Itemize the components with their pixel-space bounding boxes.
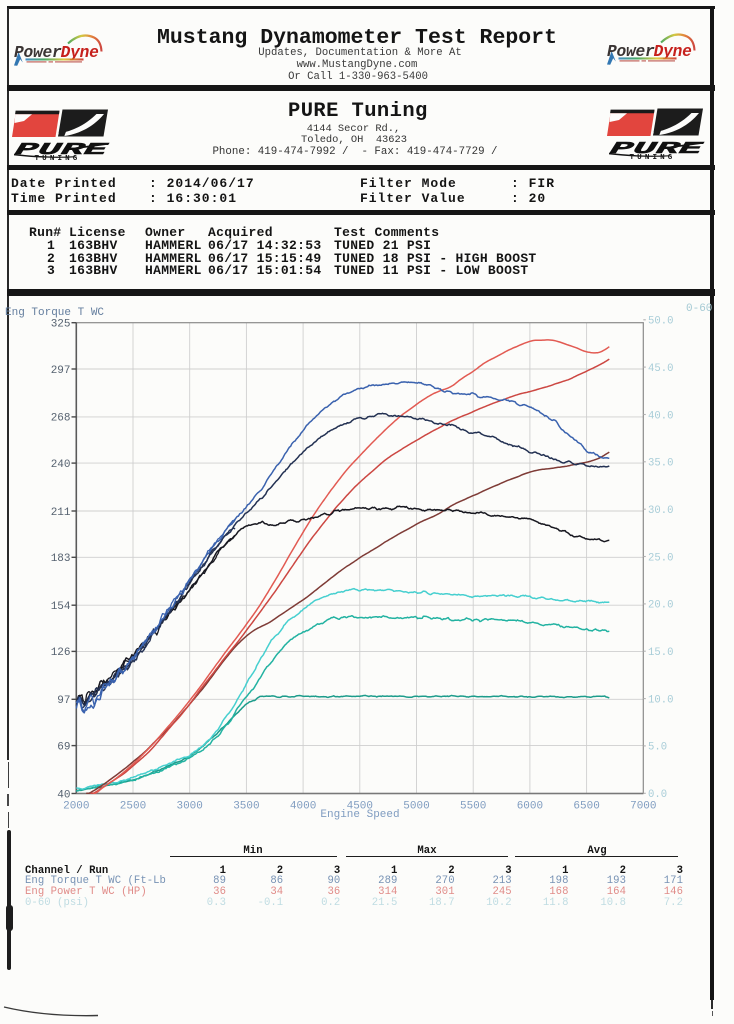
svg-text:0-60: 0-60: [686, 303, 712, 315]
svg-text:25.0: 25.0: [648, 552, 673, 564]
svg-text:TUNING: TUNING: [630, 154, 676, 162]
svg-text:10.0: 10.0: [648, 694, 673, 706]
svg-text:3500: 3500: [233, 801, 259, 813]
svg-text:35.0: 35.0: [648, 458, 673, 470]
svg-text:PowerDyne: PowerDyne: [607, 43, 692, 61]
svg-text:PowerDyne: PowerDyne: [14, 44, 99, 62]
svg-text:2000: 2000: [63, 801, 89, 813]
svg-text:50.0: 50.0: [648, 316, 673, 328]
svg-text:4000: 4000: [290, 801, 316, 813]
svg-text:TUNING: TUNING: [35, 155, 81, 163]
svg-text:5500: 5500: [460, 801, 486, 813]
svg-text:30.0: 30.0: [648, 505, 673, 517]
svg-text:126: 126: [51, 647, 71, 659]
svg-text:40.0: 40.0: [648, 410, 673, 422]
svg-text:268: 268: [51, 413, 71, 425]
svg-text:3000: 3000: [176, 801, 202, 813]
svg-text:4500: 4500: [347, 801, 373, 813]
svg-text:7000: 7000: [630, 801, 656, 813]
svg-text:6000: 6000: [517, 801, 543, 813]
svg-text:45.0: 45.0: [648, 363, 673, 375]
svg-text:Engine Speed: Engine Speed: [320, 809, 399, 821]
svg-text:15.0: 15.0: [648, 647, 673, 659]
svg-text:2500: 2500: [120, 801, 146, 813]
svg-text:183: 183: [51, 553, 71, 565]
svg-text:5000: 5000: [403, 801, 429, 813]
svg-text:69: 69: [57, 741, 70, 753]
svg-text:Eng Torque T WC: Eng Torque T WC: [5, 307, 104, 319]
svg-text:325: 325: [51, 319, 71, 331]
svg-text:20.0: 20.0: [648, 600, 673, 612]
svg-text:6500: 6500: [573, 801, 599, 813]
svg-text:PURE: PURE: [608, 139, 706, 158]
svg-text:154: 154: [51, 601, 71, 613]
svg-text:5.0: 5.0: [648, 742, 667, 754]
svg-text:297: 297: [51, 365, 71, 377]
svg-text:97: 97: [57, 695, 70, 707]
svg-text:240: 240: [51, 459, 71, 471]
svg-text:PURE: PURE: [13, 140, 111, 159]
svg-text:0.0: 0.0: [648, 789, 667, 801]
svg-text:40: 40: [57, 789, 70, 801]
svg-text:211: 211: [51, 507, 71, 519]
